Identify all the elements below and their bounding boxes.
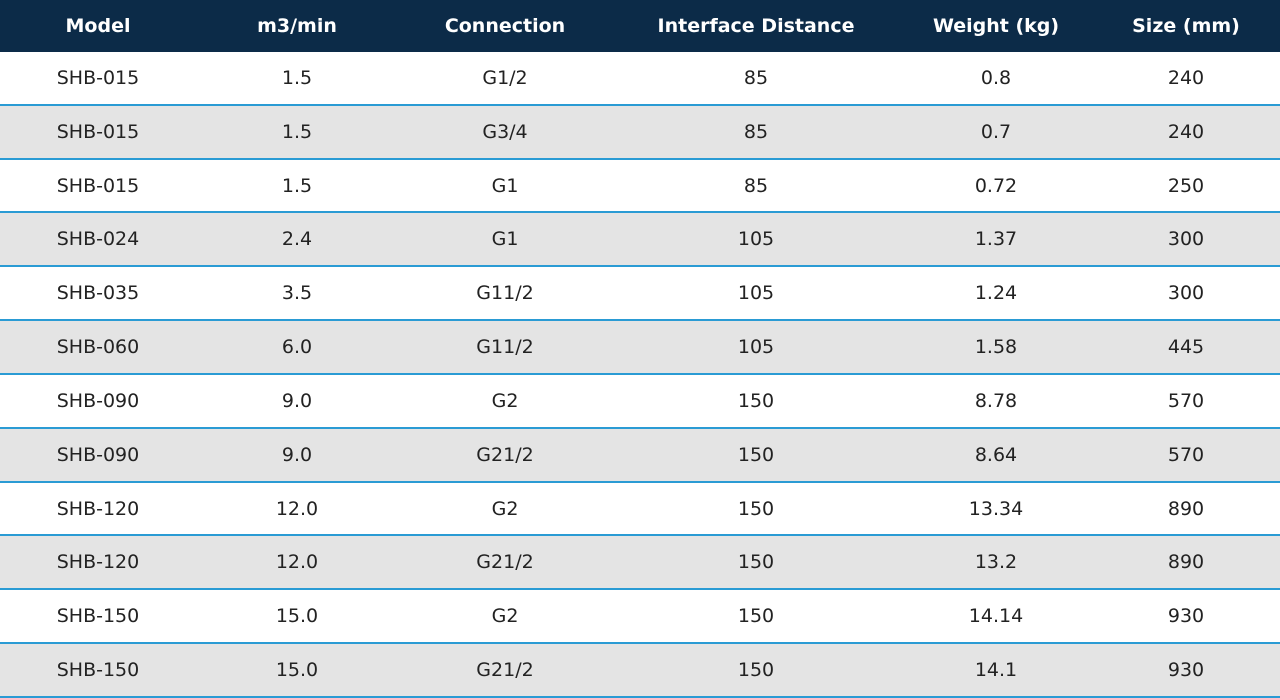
table-cell: 12.0: [196, 536, 398, 591]
table-cell: 14.14: [900, 590, 1092, 645]
table-cell: 930: [1092, 590, 1280, 645]
table-cell: G2: [398, 483, 612, 537]
table-cell: 8.78: [900, 375, 1092, 429]
table-cell: 13.2: [900, 536, 1092, 591]
table-cell: 300: [1092, 267, 1280, 322]
table-cell: 240: [1092, 105, 1280, 160]
table-cell: G11/2: [398, 321, 612, 375]
table-cell: 9.0: [196, 375, 398, 429]
table-cell: 9.0: [196, 428, 398, 483]
table-cell: SHB-120: [0, 483, 196, 537]
table-cell: SHB-120: [0, 536, 196, 591]
table-cell: 570: [1092, 375, 1280, 429]
table-cell: 150: [612, 536, 900, 591]
table-cell: SHB-015: [0, 105, 196, 160]
table-cell: G2: [398, 590, 612, 645]
table-cell: 1.5: [196, 105, 398, 160]
table-cell: 15.0: [196, 644, 398, 698]
table-cell: G11/2: [398, 267, 612, 322]
table-cell: 105: [612, 267, 900, 322]
table-cell: 2.4: [196, 213, 398, 268]
table-cell: 0.7: [900, 105, 1092, 160]
table-cell: G1/2: [398, 52, 612, 106]
header-cell: Connection: [398, 0, 612, 52]
header-cell: m3/min: [196, 0, 398, 52]
table-cell: 150: [612, 428, 900, 483]
table-cell: 150: [612, 375, 900, 429]
header-cell: Size (mm): [1092, 0, 1280, 52]
table-cell: G3/4: [398, 105, 612, 160]
table-cell: SHB-150: [0, 590, 196, 645]
table-cell: SHB-015: [0, 160, 196, 214]
header-cell: Model: [0, 0, 196, 52]
table-cell: 890: [1092, 536, 1280, 591]
table-cell: 250: [1092, 160, 1280, 214]
table-cell: 85: [612, 160, 900, 214]
table-cell: 1.58: [900, 321, 1092, 375]
table-cell: 6.0: [196, 321, 398, 375]
table-cell: G21/2: [398, 428, 612, 483]
table-cell: G1: [398, 213, 612, 268]
table-cell: SHB-150: [0, 644, 196, 698]
table-cell: 150: [612, 483, 900, 537]
table-cell: 3.5: [196, 267, 398, 322]
table-cell: 85: [612, 105, 900, 160]
table-cell: SHB-060: [0, 321, 196, 375]
table-cell: 890: [1092, 483, 1280, 537]
table-cell: 240: [1092, 52, 1280, 106]
table-cell: 150: [612, 590, 900, 645]
table-cell: SHB-090: [0, 428, 196, 483]
table-cell: 1.24: [900, 267, 1092, 322]
table-cell: 150: [612, 644, 900, 698]
table-cell: 13.34: [900, 483, 1092, 537]
table-cell: 1.5: [196, 52, 398, 106]
table-cell: G21/2: [398, 644, 612, 698]
table-cell: SHB-015: [0, 52, 196, 106]
table-cell: 0.72: [900, 160, 1092, 214]
table-cell: 300: [1092, 213, 1280, 268]
table-cell: 1.37: [900, 213, 1092, 268]
table-cell: 12.0: [196, 483, 398, 537]
table-cell: 445: [1092, 321, 1280, 375]
table-cell: G1: [398, 160, 612, 214]
table-cell: 930: [1092, 644, 1280, 698]
table-cell: 0.8: [900, 52, 1092, 106]
table-cell: SHB-024: [0, 213, 196, 268]
table-cell: 1.5: [196, 160, 398, 214]
table-cell: 105: [612, 321, 900, 375]
table-cell: SHB-035: [0, 267, 196, 322]
table-cell: SHB-090: [0, 375, 196, 429]
table-cell: G2: [398, 375, 612, 429]
table-cell: 15.0: [196, 590, 398, 645]
header-cell: Weight (kg): [900, 0, 1092, 52]
table-cell: 105: [612, 213, 900, 268]
table-cell: 570: [1092, 428, 1280, 483]
table-cell: 85: [612, 52, 900, 106]
table-cell: G21/2: [398, 536, 612, 591]
header-cell: Interface Distance: [612, 0, 900, 52]
table-cell: 8.64: [900, 428, 1092, 483]
table-cell: 14.1: [900, 644, 1092, 698]
